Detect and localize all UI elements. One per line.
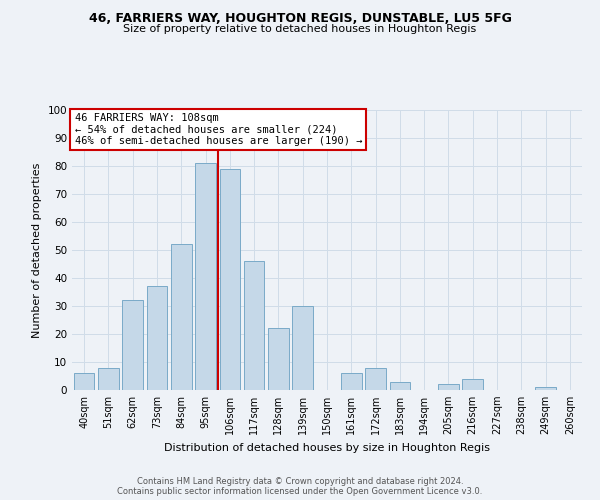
Bar bbox=[220, 169, 240, 390]
Bar bbox=[74, 373, 94, 390]
Bar bbox=[98, 368, 119, 390]
Y-axis label: Number of detached properties: Number of detached properties bbox=[32, 162, 42, 338]
Bar bbox=[535, 387, 556, 390]
Text: Contains HM Land Registry data © Crown copyright and database right 2024.: Contains HM Land Registry data © Crown c… bbox=[137, 478, 463, 486]
Bar bbox=[122, 300, 143, 390]
Bar bbox=[438, 384, 459, 390]
Bar bbox=[463, 379, 483, 390]
Bar bbox=[389, 382, 410, 390]
Bar bbox=[292, 306, 313, 390]
Text: Contains public sector information licensed under the Open Government Licence v3: Contains public sector information licen… bbox=[118, 488, 482, 496]
Bar bbox=[341, 373, 362, 390]
Bar bbox=[365, 368, 386, 390]
Bar bbox=[244, 261, 265, 390]
Text: Size of property relative to detached houses in Houghton Regis: Size of property relative to detached ho… bbox=[124, 24, 476, 34]
Bar bbox=[195, 163, 216, 390]
Text: 46 FARRIERS WAY: 108sqm
← 54% of detached houses are smaller (224)
46% of semi-d: 46 FARRIERS WAY: 108sqm ← 54% of detache… bbox=[74, 113, 362, 146]
Bar bbox=[268, 328, 289, 390]
Bar bbox=[146, 286, 167, 390]
Text: 46, FARRIERS WAY, HOUGHTON REGIS, DUNSTABLE, LU5 5FG: 46, FARRIERS WAY, HOUGHTON REGIS, DUNSTA… bbox=[89, 12, 511, 26]
Bar bbox=[171, 244, 191, 390]
X-axis label: Distribution of detached houses by size in Houghton Regis: Distribution of detached houses by size … bbox=[164, 442, 490, 452]
